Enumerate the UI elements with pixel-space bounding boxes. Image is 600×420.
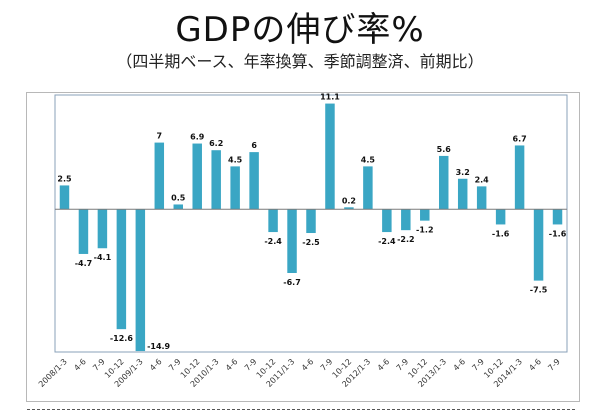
x-tick-label: 7-9	[470, 357, 486, 373]
bar	[211, 150, 221, 210]
data-label: 4.5	[361, 155, 376, 164]
bar	[97, 209, 108, 249]
x-tick-label: 4-6	[452, 357, 468, 373]
chart-title: GDPの伸び率%	[175, 10, 425, 50]
x-tick-label: 7-9	[319, 357, 335, 373]
x-tick-label: 2008/1-3	[37, 357, 69, 389]
bars-group	[59, 103, 563, 352]
data-label: 11.1	[320, 93, 340, 102]
chart-subtitle: （四半期ベース、年率換算、季節調整済、前期比）	[116, 52, 484, 71]
x-tick-label: 4-6	[300, 357, 316, 373]
bar	[268, 209, 278, 233]
bar	[192, 143, 202, 210]
x-tick-label: 7-9	[395, 357, 411, 373]
data-label: -12.6	[110, 334, 133, 343]
data-label: -4.7	[75, 259, 93, 268]
data-label: 0.2	[342, 196, 356, 205]
x-tick-label: 7-9	[91, 357, 107, 373]
x-tick-label: 7-9	[167, 357, 183, 373]
x-tick-label: 4-6	[376, 357, 392, 373]
bar	[59, 185, 70, 210]
bar	[306, 209, 316, 234]
bar	[230, 166, 240, 210]
bar	[325, 103, 335, 210]
bar	[173, 204, 183, 210]
x-tick-label: 4-6	[148, 357, 164, 373]
data-label: 6	[251, 141, 257, 150]
x-tick-label: 4-6	[224, 357, 240, 373]
data-label: -4.1	[94, 253, 112, 262]
bar	[287, 209, 297, 273]
data-label: 6.9	[190, 133, 205, 142]
data-label: -7.5	[530, 286, 548, 295]
data-label: 2.4	[475, 175, 490, 184]
data-label: -1.2	[416, 226, 434, 235]
data-label: -14.9	[147, 342, 170, 351]
bar	[420, 209, 430, 221]
data-label: -1.6	[492, 229, 510, 238]
chart-outer-frame	[26, 92, 580, 402]
data-label: 5.6	[437, 145, 452, 154]
bar	[382, 209, 392, 233]
bar	[78, 209, 89, 254]
bar	[116, 209, 127, 330]
data-label: 7	[157, 132, 163, 141]
dotted-separator	[27, 409, 575, 410]
data-label: 2.5	[57, 174, 72, 183]
bar	[249, 152, 259, 210]
data-label: -6.7	[283, 278, 301, 287]
data-label: -2.2	[397, 235, 415, 244]
x-tick-label: 7-9	[546, 357, 562, 373]
bar	[495, 209, 506, 225]
data-label: -2.4	[264, 237, 282, 246]
x-tick-label: 4-6	[72, 357, 88, 373]
bar	[135, 209, 146, 352]
data-label: -2.4	[378, 237, 396, 246]
data-label: 0.5	[171, 193, 186, 202]
bar	[476, 186, 487, 210]
data-label: -2.5	[302, 238, 320, 247]
data-labels-group: 2.5-4.7-4.1-12.6-14.970.56.96.24.56-2.4-…	[57, 93, 566, 351]
x-tick-label: 4-6	[527, 357, 543, 373]
x-tick-label: 7-9	[243, 357, 259, 373]
bar	[457, 178, 468, 210]
bar	[401, 209, 411, 231]
data-label: 6.2	[209, 139, 223, 148]
bar	[552, 209, 563, 225]
data-label: -1.6	[549, 229, 567, 238]
bar	[363, 166, 373, 210]
bar	[344, 207, 354, 210]
data-label: 6.7	[513, 134, 527, 143]
bar	[533, 209, 544, 281]
bar	[154, 142, 165, 210]
bar	[514, 145, 525, 210]
bar	[439, 155, 449, 210]
data-label: 4.5	[228, 155, 243, 164]
data-label: 3.2	[456, 168, 470, 177]
